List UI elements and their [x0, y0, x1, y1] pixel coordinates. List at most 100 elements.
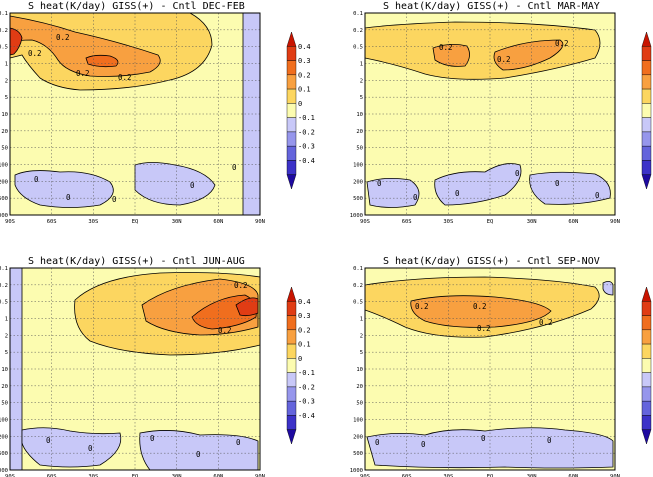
- colorbar-segment: [286, 160, 297, 175]
- contour-labels: 0.2 0.2 0.2 0 0 0 0 0 0: [377, 39, 600, 202]
- y-tick-label: 2: [360, 333, 363, 339]
- y-tick-label: 5: [360, 95, 363, 101]
- y-tick-label: 1: [5, 317, 8, 323]
- contour-0.4: [9, 27, 23, 56]
- negative-region: [134, 162, 216, 206]
- y-tick-label: 500: [353, 196, 363, 202]
- colorbar-label: 0: [298, 100, 302, 108]
- colorbar-label: 0.2: [298, 71, 311, 79]
- colorbar-label: -0.4: [298, 412, 315, 420]
- y-tick-label: 100: [0, 163, 8, 169]
- colorbar-label: 0.4: [298, 43, 311, 51]
- colorbar-label: 0.3: [298, 312, 311, 320]
- x-tick-label: 90S: [5, 219, 15, 225]
- x-tick-label: 90N: [610, 474, 620, 477]
- colorbar-segment: [641, 400, 652, 416]
- y-tick-label: 20: [356, 129, 363, 135]
- colorbar-segment: [641, 117, 652, 133]
- negative-region: [434, 163, 522, 206]
- y-tick-label: 50: [1, 401, 8, 407]
- x-tick-labels: 90S 60S 30S EQ 30N 60N 90N: [5, 219, 265, 225]
- y-tick-label: 200: [353, 179, 363, 185]
- colorbar-label: -0.3: [298, 398, 315, 406]
- y-tick-label: 100: [353, 163, 363, 169]
- y-tick-label: 0.5: [0, 300, 8, 306]
- colorbar-segment: [286, 358, 297, 373]
- y-tick-label: 200: [0, 179, 8, 185]
- y-tick-label: 2: [5, 78, 8, 84]
- x-tick-label: 90N: [255, 474, 265, 477]
- y-tick-labels: 0.1 0.2 0.5 1 2 5 10 20 50 100 200 500 1000: [350, 266, 363, 474]
- x-tick-labels: 90S 60S 30S EQ 30N 60N 90N: [360, 474, 620, 477]
- x-tick-label: 30S: [88, 219, 98, 225]
- colorbar-label: 0.4: [298, 298, 311, 306]
- colorbar-segment: [641, 46, 652, 61]
- colorbar-segment: [286, 329, 297, 345]
- y-tick-labels: 0.1 0.2 0.5 1 2 5 10 20 50 100 200 500 1000: [350, 11, 363, 219]
- contour-label: 0.2: [218, 326, 232, 335]
- x-tick-label: 90N: [610, 219, 620, 225]
- colorbar-label: 0.3: [298, 57, 311, 65]
- x-tick-label: 30S: [443, 219, 453, 225]
- y-tick-label: 10: [1, 112, 8, 118]
- y-tick-label: 0.2: [353, 28, 363, 34]
- contour-label: 0: [515, 169, 520, 178]
- y-tick-labels: 0.1 0.2 0.5 1 2 5 10 20 50 100 200 500 1000: [0, 266, 8, 474]
- x-tick-label: EQ: [132, 474, 139, 477]
- contour-0.2: [432, 44, 470, 67]
- contour-label: 0: [555, 179, 560, 188]
- colorbar-segment: [286, 301, 297, 316]
- contour-label: 0.2: [415, 302, 429, 311]
- y-tick-label: 10: [1, 367, 8, 373]
- colorbar-label: 0.1: [298, 341, 311, 349]
- colorbar: 0.40.30.20.10-0.1-0.2-0.3-0.4: [641, 286, 652, 445]
- colorbar-segment: [641, 31, 652, 47]
- y-tick-label: 0.1: [0, 266, 8, 272]
- colorbar-segment: [641, 60, 652, 76]
- x-tick-labels: 90S 60S 30S EQ 30N 60N 90N: [360, 219, 620, 225]
- colorbar-segment: [641, 315, 652, 331]
- colorbar-segment: [641, 415, 652, 430]
- y-tick-label: 1000: [350, 213, 363, 219]
- negative-column: [9, 267, 23, 471]
- y-tick-label: 0.1: [353, 11, 363, 17]
- x-tick-label: 30N: [172, 474, 182, 477]
- panel-mar-may: S heat(K/day) GISS(+) - Cntl MAR-MAY 0.1…: [350, 1, 652, 225]
- contour-label: 0.2: [477, 324, 491, 333]
- y-tick-label: 2: [360, 78, 363, 84]
- contour-label: 0.2: [234, 281, 248, 290]
- panel-sep-nov: S heat(K/day) GISS(+) - Cntl SEP-NOV 0.1…: [350, 256, 652, 477]
- gridlines: [10, 268, 260, 470]
- fill-layer: [9, 267, 261, 471]
- contour-label: 0: [190, 181, 195, 190]
- contour-label: 0.2: [28, 49, 42, 58]
- colorbar: 0.40.30.20.10-0.1-0.2-0.3-0.4: [286, 286, 315, 445]
- colorbar-segment: [286, 60, 297, 76]
- y-tick-label: 0.1: [0, 11, 8, 17]
- x-tick-label: 60S: [47, 219, 57, 225]
- contour-label: 0.2: [539, 318, 553, 327]
- colorbar-label: -0.3: [298, 143, 315, 151]
- colorbar-segment: [641, 174, 652, 190]
- x-tick-label: EQ: [487, 474, 494, 477]
- contour-label: 0.2: [118, 73, 132, 82]
- y-tick-label: 1000: [350, 468, 363, 474]
- gridlines: [10, 13, 260, 215]
- colorbar-segment: [641, 343, 652, 359]
- panel-title: S heat(K/day) GISS(+) - Cntl DEC-FEB: [28, 1, 245, 12]
- x-tick-label: 90S: [360, 219, 370, 225]
- y-tick-label: 50: [1, 146, 8, 152]
- y-tick-labels: 0.1 0.2 0.5 1 2 5 10 20 50 100 200 500 1000: [0, 11, 8, 219]
- contour-label: 0.2: [439, 43, 453, 52]
- contour-label: 0: [150, 434, 155, 443]
- colorbar-segment: [641, 131, 652, 147]
- y-tick-label: 0.5: [353, 300, 363, 306]
- contour-labels: 0.2 0.2 0.2 0.2 0 0 0 0: [375, 302, 553, 449]
- y-tick-label: 100: [353, 418, 363, 424]
- colorbar-segment: [641, 329, 652, 345]
- panel-dec-feb: S heat(K/day) GISS(+) - Cntl DEC-FEB 0.1…: [0, 1, 315, 225]
- plot-frame: [9, 12, 261, 216]
- y-tick-label: 0.5: [353, 45, 363, 51]
- y-tick-label: 5: [5, 95, 8, 101]
- panel-title: S heat(K/day) GISS(+) - Cntl MAR-MAY: [383, 1, 600, 12]
